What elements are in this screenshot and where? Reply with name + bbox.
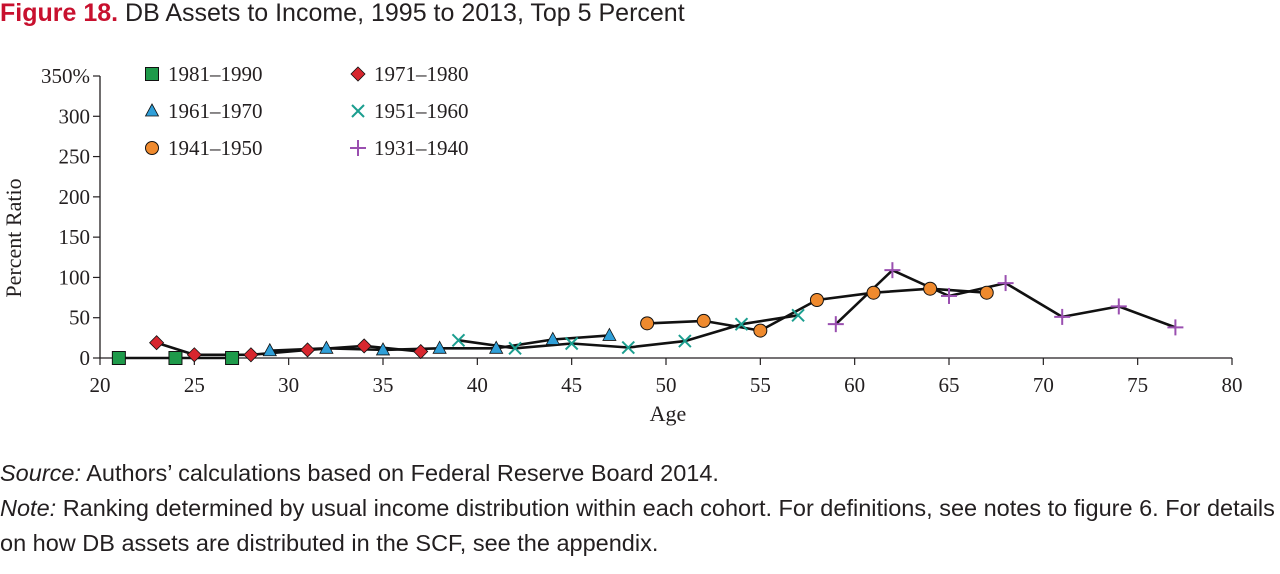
data-point-x	[791, 308, 805, 323]
series-lines	[118, 268, 1176, 360]
data-point-triangle	[489, 340, 504, 354]
y-tick-label: 350%	[41, 64, 90, 88]
x-axis-label: Age	[650, 401, 687, 426]
data-point-plus	[827, 316, 844, 333]
x-tick-label: 60	[844, 373, 865, 397]
data-point-square	[111, 351, 126, 365]
chart: 0 50 100 150 200 250 300 350% 20 25 30 35 40 45 50 55 60…	[1, 62, 1243, 426]
notes: Source: Authors’ calculations based on F…	[0, 456, 1280, 561]
legend-marker-triangle	[144, 103, 160, 117]
data-point-plus	[1054, 308, 1071, 325]
data-point-diamond	[243, 347, 259, 363]
data-point-diamond	[186, 347, 202, 363]
y-axis-label: Percent Ratio	[1, 178, 26, 297]
source-label: Source:	[0, 460, 81, 486]
legend-marker-x	[351, 104, 365, 118]
data-point-x	[734, 317, 749, 331]
data-point-triangle	[262, 342, 277, 357]
legend-label: 1961–1970	[168, 99, 263, 123]
data-point-circle	[809, 292, 824, 307]
axes: 0 50 100 150 200 250 300 350% 20 25 30 35 40 45 50 55 60…	[41, 64, 1243, 397]
data-point-diamond	[356, 338, 372, 354]
data-point-diamond	[149, 335, 165, 351]
x-tick-label: 30	[278, 373, 299, 397]
data-point-diamond	[299, 342, 316, 358]
series-markers	[111, 262, 1184, 365]
x-tick-label: 70	[1033, 373, 1054, 397]
data-point-square	[225, 351, 240, 365]
legend-item: 1961–1970	[144, 99, 263, 123]
note-label: Note:	[0, 495, 57, 521]
legend-item: 1941–1950	[145, 136, 263, 160]
legend-item: 1951–1960	[351, 99, 469, 123]
data-point-x	[451, 333, 466, 347]
legend-label: 1951–1960	[374, 99, 469, 123]
data-point-x	[508, 341, 522, 356]
data-point-x	[564, 336, 579, 351]
data-point-circle	[923, 281, 938, 296]
source-text: Authors’ calculations based on Federal R…	[81, 460, 719, 486]
x-tick-label: 40	[467, 373, 488, 397]
y-tick-label: 0	[80, 346, 91, 370]
data-point-triangle	[545, 331, 560, 345]
figure-title: Figure 18. DB Assets to Income, 1995 to …	[0, 0, 685, 28]
source-note: Source: Authors’ calculations based on F…	[0, 456, 1280, 491]
legend-marker-square	[145, 67, 159, 81]
data-point-triangle	[432, 340, 447, 354]
y-tick-label: 150	[59, 225, 91, 249]
data-point-circle	[696, 313, 711, 328]
data-point-plus	[884, 262, 901, 279]
data-point-x	[621, 340, 635, 355]
legend-marker-plus	[350, 140, 366, 156]
x-tick-label: 50	[656, 373, 677, 397]
legend-label: 1931–1940	[374, 136, 469, 160]
note-text: Ranking determined by usual income distr…	[0, 495, 1275, 556]
x-tick-label: 20	[90, 373, 111, 397]
x-tick-label: 80	[1222, 373, 1243, 397]
legend: 1981–1990 1971–1980 1961–1970 1951–1960 1941…	[144, 62, 469, 160]
data-point-plus	[997, 275, 1014, 292]
x-tick-label: 25	[184, 373, 205, 397]
data-point-diamond	[413, 343, 429, 360]
legend-label: 1981–1990	[168, 62, 263, 86]
series-line-2	[156, 341, 421, 357]
data-point-triangle	[602, 327, 617, 341]
data-point-square	[168, 351, 183, 365]
data-point-circle	[753, 323, 768, 338]
y-tick-label: 300	[59, 104, 91, 128]
y-tick-label: 200	[59, 185, 91, 209]
legend-item: 1931–1940	[350, 136, 469, 160]
legend-marker-diamond	[350, 66, 366, 82]
y-tick-label: 250	[59, 145, 91, 169]
legend-label: 1971–1980	[374, 62, 469, 86]
x-tick-label: 75	[1127, 373, 1148, 397]
legend-item: 1971–1980	[350, 62, 469, 86]
data-point-circle	[979, 285, 994, 300]
note: Note: Ranking determined by usual income…	[0, 491, 1280, 561]
data-point-circle	[866, 285, 881, 300]
data-point-plus	[941, 287, 957, 304]
data-point-triangle	[375, 342, 391, 356]
legend-marker-circle	[145, 141, 159, 155]
x-tick-label: 45	[561, 373, 582, 397]
data-point-plus	[1110, 298, 1127, 315]
x-tick-label: 55	[750, 373, 771, 397]
legend-label: 1941–1950	[168, 136, 263, 160]
legend-item: 1981–1990	[145, 62, 263, 86]
figure-number: Figure 18.	[0, 0, 119, 27]
y-tick-label: 100	[59, 265, 91, 289]
data-point-x	[678, 334, 692, 348]
figure-title-text: DB Assets to Income, 1995 to 2013, Top 5…	[125, 0, 685, 27]
data-point-plus	[1167, 319, 1184, 336]
y-tick-label: 50	[69, 306, 90, 330]
x-tick-label: 35	[373, 373, 394, 397]
x-tick-label: 65	[939, 373, 960, 397]
data-point-triangle	[319, 340, 334, 354]
data-point-circle	[640, 316, 655, 331]
